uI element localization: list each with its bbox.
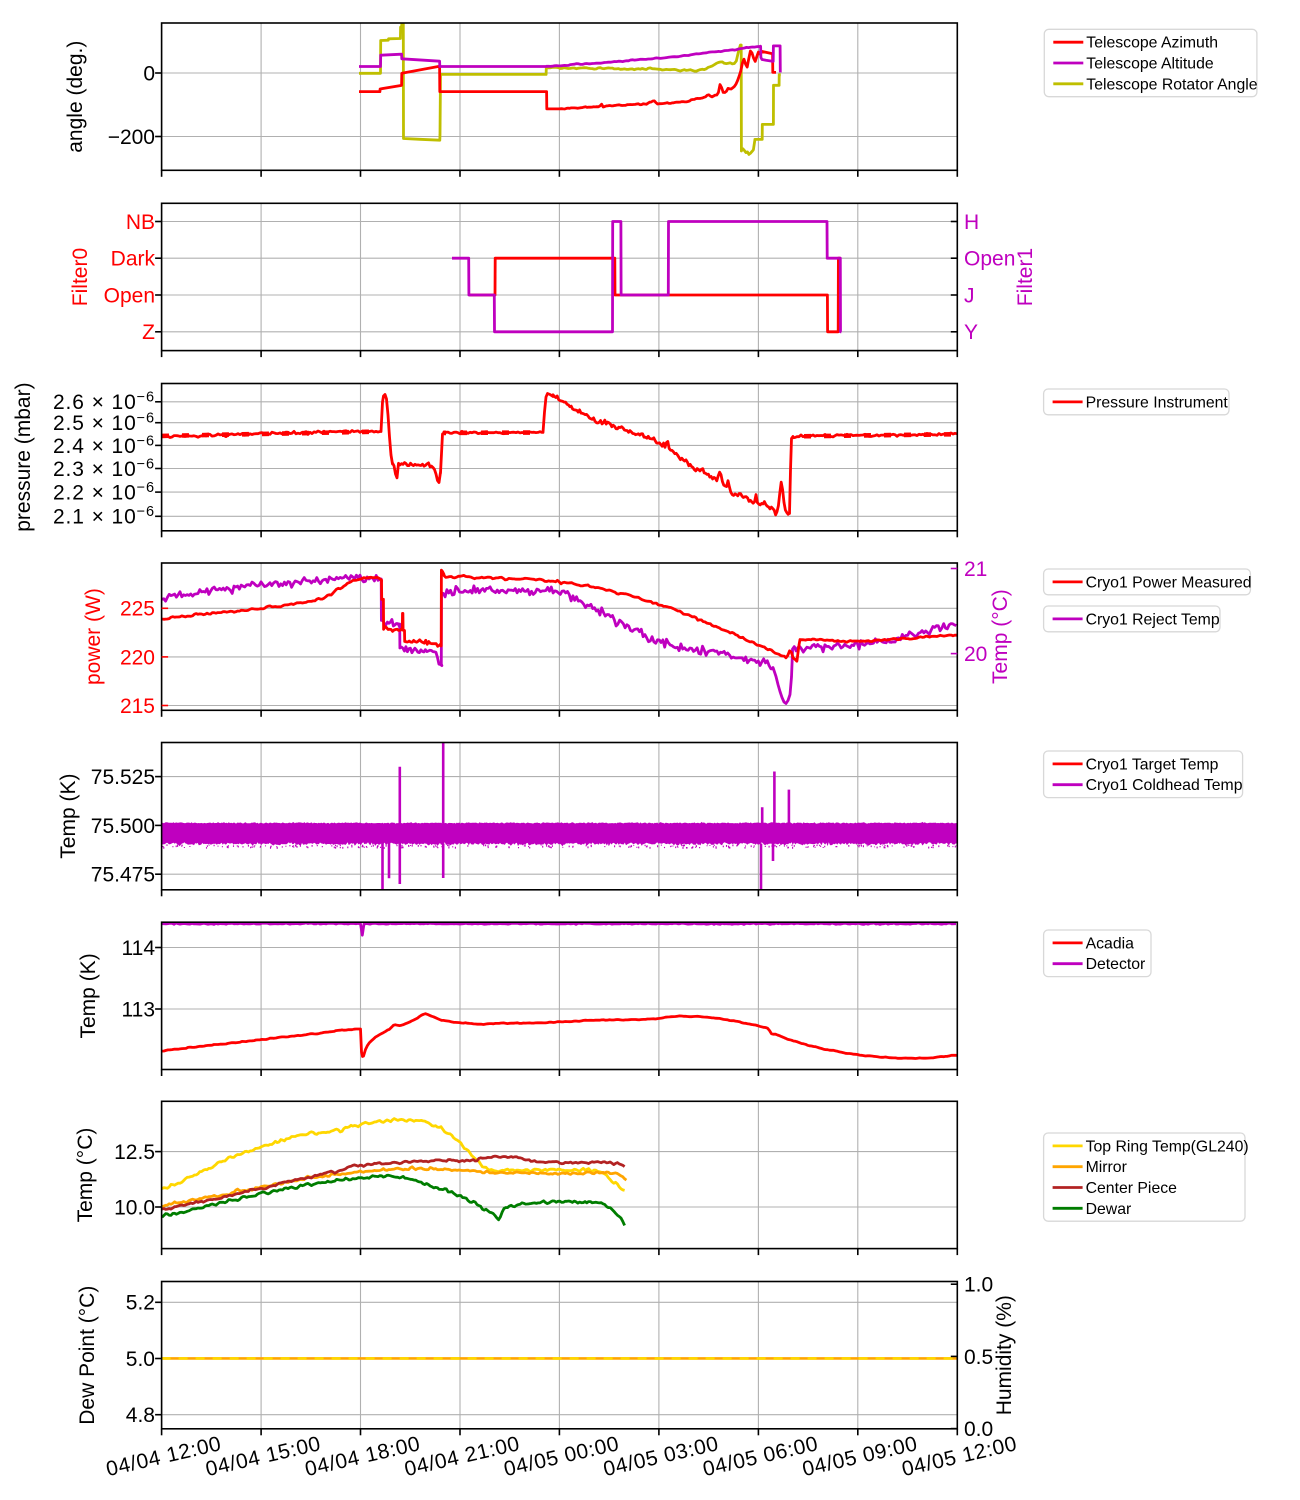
svg-text:Dewar: Dewar <box>1086 1201 1132 1218</box>
svg-text:0.5: 0.5 <box>964 1346 993 1369</box>
svg-text:Y: Y <box>964 321 978 344</box>
svg-text:Cryo1 Power Measured: Cryo1 Power Measured <box>1086 574 1252 591</box>
svg-text:power (W): power (W) <box>82 588 105 685</box>
svg-text:Humidity (%): Humidity (%) <box>993 1295 1016 1415</box>
svg-text:Z: Z <box>142 321 155 344</box>
svg-text:225: 225 <box>120 598 155 621</box>
svg-text:Cryo1 Coldhead Temp: Cryo1 Coldhead Temp <box>1086 777 1243 794</box>
svg-text:Temp (K): Temp (K) <box>57 774 80 859</box>
svg-text:Pressure Instrument: Pressure Instrument <box>1086 394 1229 411</box>
svg-text:pressure (mbar): pressure (mbar) <box>12 382 35 531</box>
svg-text:J: J <box>964 284 975 307</box>
svg-text:5.2: 5.2 <box>126 1292 155 1315</box>
svg-text:Cryo1 Target Temp: Cryo1 Target Temp <box>1086 756 1219 773</box>
svg-text:Filter1: Filter1 <box>1014 248 1037 306</box>
svg-text:Dew Point (°C): Dew Point (°C) <box>76 1286 99 1425</box>
svg-text:215: 215 <box>120 695 155 718</box>
svg-text:−200: −200 <box>108 126 155 149</box>
svg-text:0: 0 <box>143 62 155 85</box>
svg-text:114: 114 <box>122 937 156 960</box>
svg-text:75.500: 75.500 <box>91 815 155 838</box>
svg-text:1.0: 1.0 <box>964 1274 993 1297</box>
svg-text:Telescope Azimuth: Telescope Azimuth <box>1086 35 1218 52</box>
svg-text:20: 20 <box>964 643 987 666</box>
svg-text:Center Piece: Center Piece <box>1086 1180 1178 1197</box>
svg-text:H: H <box>964 211 979 234</box>
svg-text:Detector: Detector <box>1086 956 1146 973</box>
svg-text:5.0: 5.0 <box>126 1348 155 1371</box>
svg-text:Temp (°C): Temp (°C) <box>989 589 1012 684</box>
svg-text:113: 113 <box>122 998 155 1021</box>
svg-text:75.525: 75.525 <box>91 766 155 789</box>
svg-text:Telescope Rotator Angle: Telescope Rotator Angle <box>1086 76 1257 93</box>
svg-text:Filter0: Filter0 <box>69 248 92 306</box>
svg-text:Acadia: Acadia <box>1086 935 1135 952</box>
svg-text:Mirror: Mirror <box>1086 1159 1127 1176</box>
svg-text:12.5: 12.5 <box>114 1141 155 1164</box>
svg-text:Temp (K): Temp (K) <box>77 953 100 1038</box>
svg-text:75.475: 75.475 <box>91 864 155 887</box>
svg-text:Open: Open <box>964 248 1015 271</box>
svg-text:21: 21 <box>964 558 987 581</box>
svg-text:0.0: 0.0 <box>964 1418 993 1441</box>
svg-text:Telescope Altitude: Telescope Altitude <box>1086 56 1214 73</box>
svg-text:Dark: Dark <box>111 248 156 271</box>
svg-text:Temp (°C): Temp (°C) <box>74 1128 97 1223</box>
svg-text:4.8: 4.8 <box>126 1404 155 1427</box>
svg-text:Open: Open <box>104 284 155 307</box>
svg-text:Top Ring Temp(GL240): Top Ring Temp(GL240) <box>1086 1138 1249 1155</box>
svg-text:10.0: 10.0 <box>114 1196 155 1219</box>
svg-text:angle (deg.): angle (deg.) <box>64 41 87 153</box>
svg-text:NB: NB <box>126 211 155 234</box>
svg-text:Cryo1 Reject Temp: Cryo1 Reject Temp <box>1086 611 1220 628</box>
svg-text:220: 220 <box>120 646 155 669</box>
